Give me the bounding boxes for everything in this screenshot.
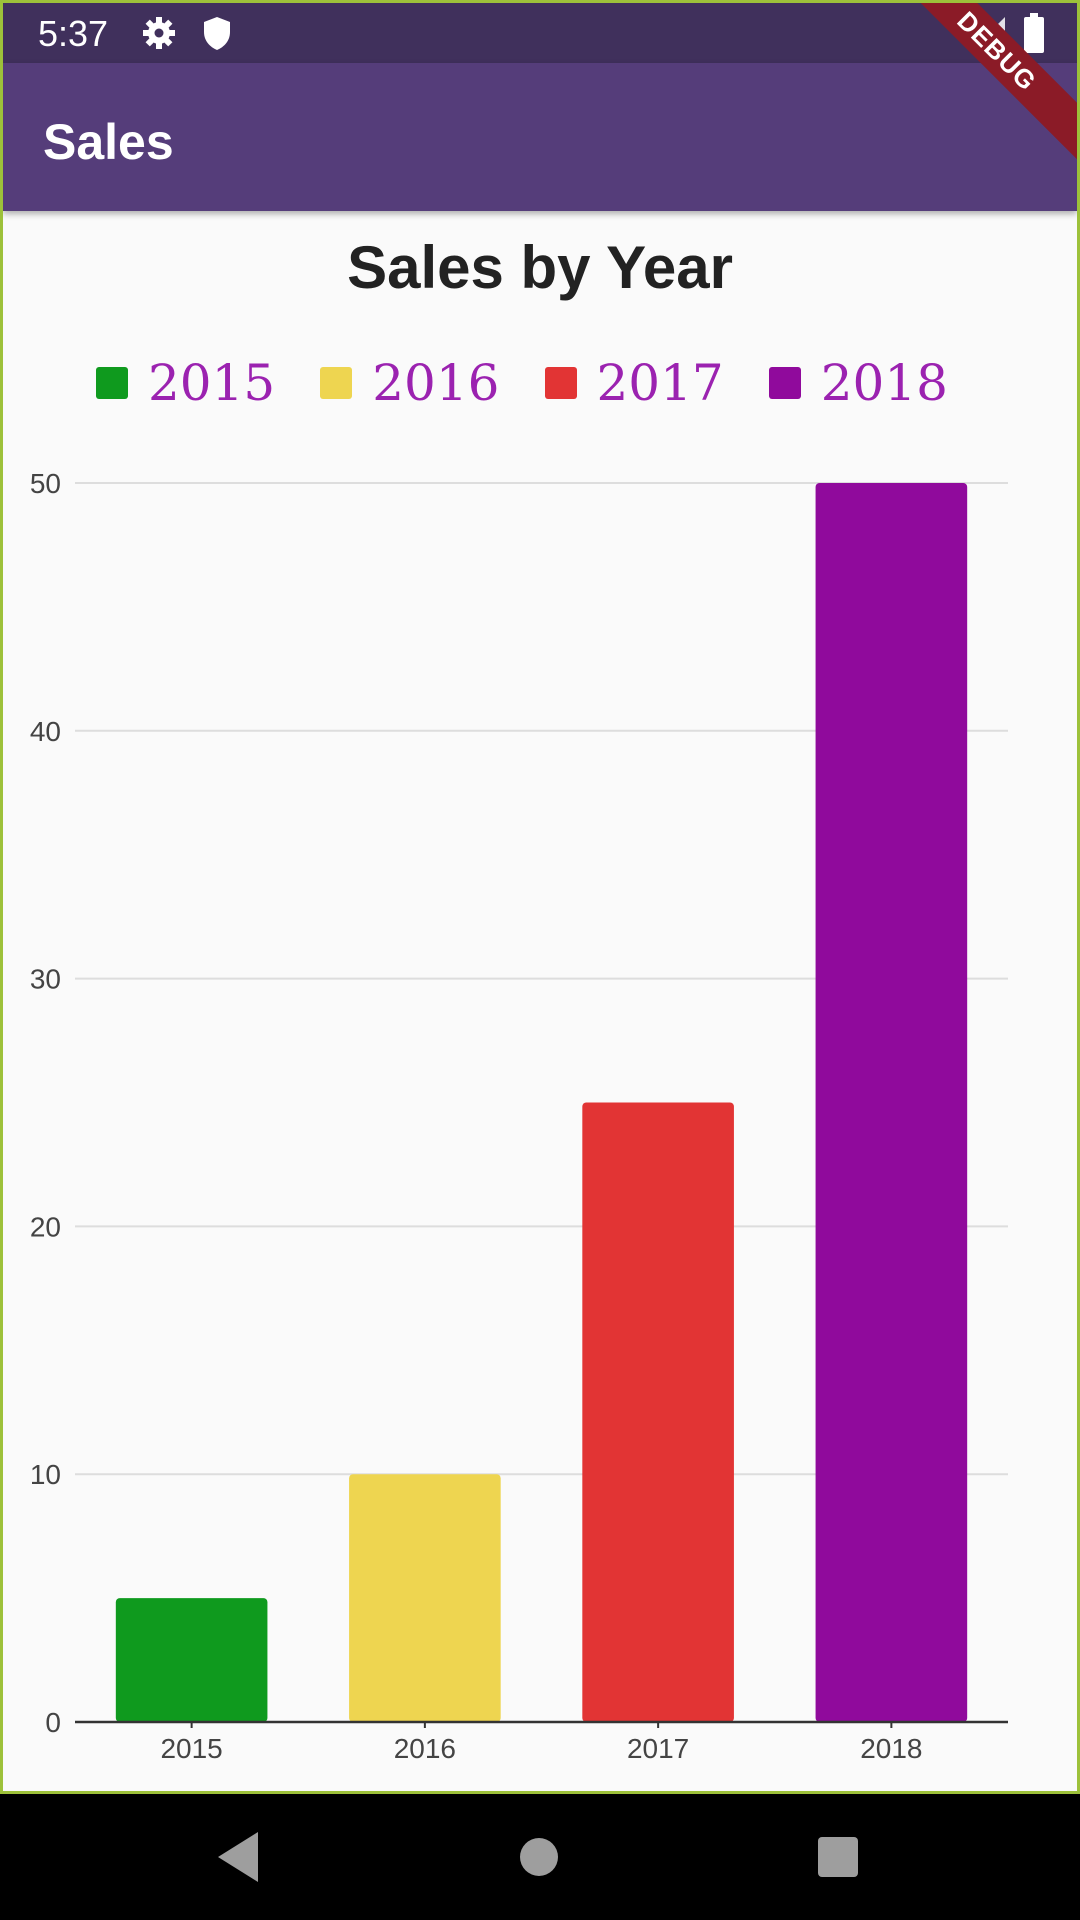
legend-label: 2018 bbox=[820, 354, 948, 412]
bar-chart: 0 10 20 30 40 50 2015 2016 2017 2018 bbox=[30, 468, 1008, 1764]
bar bbox=[115, 1598, 268, 1722]
recents-icon[interactable] bbox=[805, 1824, 871, 1890]
legend-swatch bbox=[96, 367, 128, 399]
back-icon[interactable] bbox=[206, 1824, 272, 1890]
chart-title: Sales by Year bbox=[347, 234, 733, 301]
status-time: 5:37 bbox=[38, 13, 109, 54]
chart-legend: 2015 2016 2017 2018 bbox=[96, 348, 993, 418]
app-title: Sales bbox=[43, 114, 174, 170]
y-tick-label: 20 bbox=[30, 1211, 61, 1242]
battery-icon bbox=[1023, 13, 1045, 58]
legend-item: 2018 bbox=[768, 354, 948, 412]
legend-item: 2017 bbox=[544, 354, 724, 412]
legend-label: 2015 bbox=[148, 354, 276, 412]
bar bbox=[815, 483, 968, 1722]
legend-item: 2016 bbox=[320, 354, 500, 412]
x-tick-label: 2016 bbox=[394, 1733, 456, 1764]
legend-swatch bbox=[320, 367, 353, 399]
y-tick-label: 50 bbox=[30, 468, 61, 499]
shield-icon bbox=[201, 15, 233, 56]
x-tick-label: 2018 bbox=[860, 1733, 922, 1764]
bar bbox=[349, 1474, 501, 1722]
bar bbox=[582, 1102, 734, 1722]
x-tick-label: 2017 bbox=[627, 1733, 689, 1764]
app-frame: 5:37 bbox=[0, 0, 1080, 1794]
y-tick-label: 0 bbox=[45, 1707, 61, 1738]
status-bar: 5:37 bbox=[3, 3, 1077, 63]
y-tick-label: 40 bbox=[30, 716, 61, 747]
y-tick-label: 30 bbox=[30, 964, 61, 995]
home-icon[interactable] bbox=[506, 1824, 572, 1890]
legend-label: 2016 bbox=[372, 354, 500, 412]
y-tick-label: 10 bbox=[30, 1459, 61, 1490]
gear-icon bbox=[141, 15, 177, 56]
x-tick-label: 2015 bbox=[160, 1733, 222, 1764]
app-bar: Sales bbox=[3, 63, 1077, 211]
legend-label: 2017 bbox=[596, 354, 724, 412]
legend-item: 2015 bbox=[96, 354, 275, 412]
navigation-bar bbox=[0, 1794, 1080, 1920]
legend-swatch bbox=[768, 367, 801, 399]
legend-swatch bbox=[544, 367, 577, 399]
